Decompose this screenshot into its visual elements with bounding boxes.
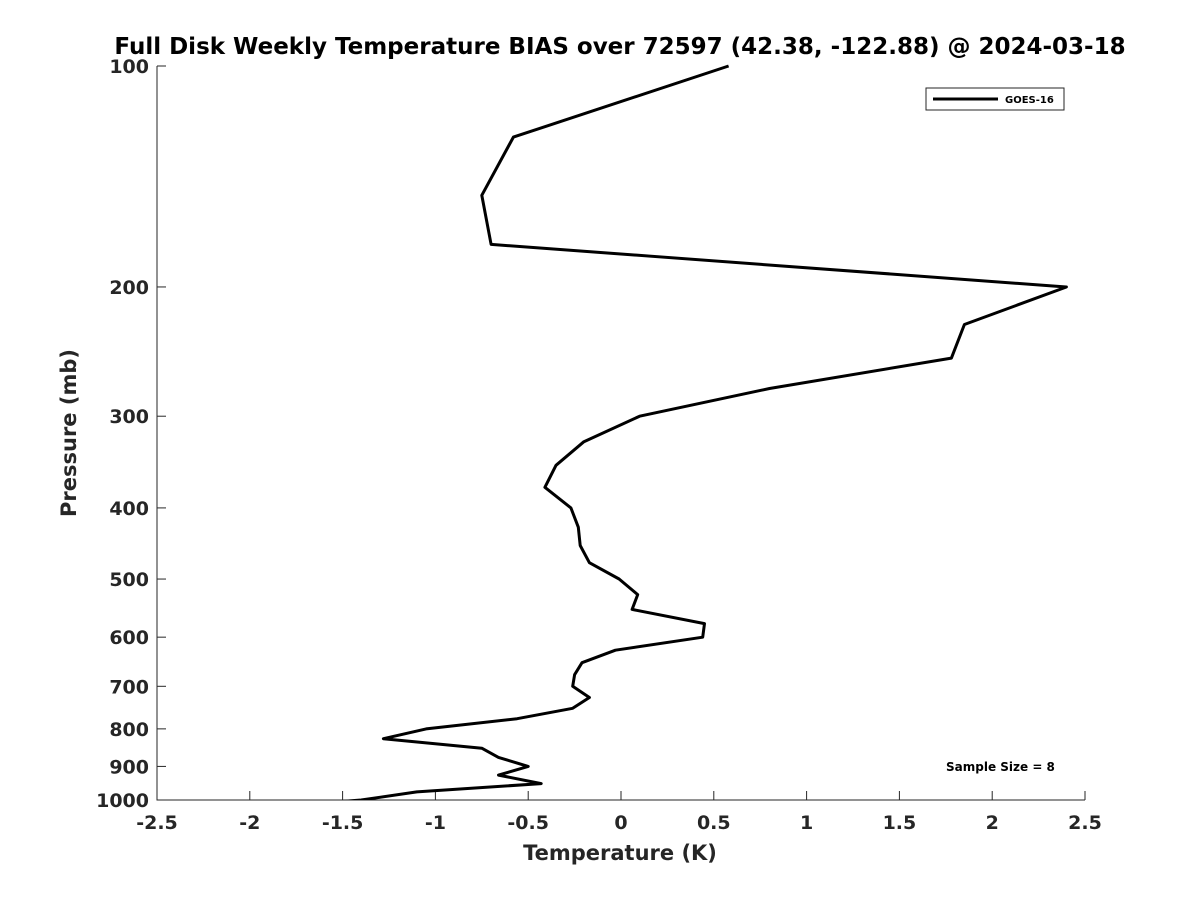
y-tick-label: 700 [109, 676, 149, 698]
x-tick-label: 1.5 [883, 812, 917, 834]
series-line-goes-16 [341, 64, 1068, 800]
y-tick-label: 600 [109, 627, 149, 649]
legend: GOES-16 [925, 87, 1065, 111]
y-axis: 100 200 300 400 500 600 700 800 900 1000 [96, 56, 166, 812]
y-tick-label: 100 [109, 56, 149, 78]
x-tick-label: 2.5 [1068, 812, 1102, 834]
x-tick-label: 0 [614, 812, 627, 834]
sample-size-annotation: Sample Size = 8 [946, 760, 1055, 774]
chart-title: Full Disk Weekly Temperature BIAS over 7… [114, 34, 1125, 60]
legend-label-goes-16: GOES-16 [1005, 95, 1054, 106]
y-tick-label: 800 [109, 719, 149, 741]
y-tick-label: 300 [109, 406, 149, 428]
y-tick-label: 500 [109, 569, 149, 591]
y-tick-label: 900 [109, 756, 149, 778]
y-tick-label: 1000 [96, 790, 149, 812]
x-tick-label: 2 [986, 812, 999, 834]
x-tick-label: 1 [800, 812, 813, 834]
series-group [341, 64, 1068, 800]
axis-box [156, 66, 1085, 801]
x-tick-label: -1.5 [322, 812, 364, 834]
x-axis: -2.5 -2 -1.5 -1 -0.5 0 0.5 1 1.5 2 2.5 [136, 791, 1102, 834]
x-tick-label: -2.5 [136, 812, 178, 834]
plot-area: -2.5 -2 -1.5 -1 -0.5 0 0.5 1 1.5 2 2.5 100 200 300 40… [96, 56, 1102, 834]
x-tick-label: -0.5 [507, 812, 549, 834]
y-axis-label: Pressure (mb) [57, 349, 81, 517]
x-axis-label: Temperature (K) [523, 841, 717, 865]
x-tick-label: 0.5 [697, 812, 731, 834]
x-tick-label: -2 [239, 812, 260, 834]
y-tick-label: 400 [109, 498, 149, 520]
y-tick-label: 200 [109, 277, 149, 299]
x-tick-label: -1 [425, 812, 446, 834]
